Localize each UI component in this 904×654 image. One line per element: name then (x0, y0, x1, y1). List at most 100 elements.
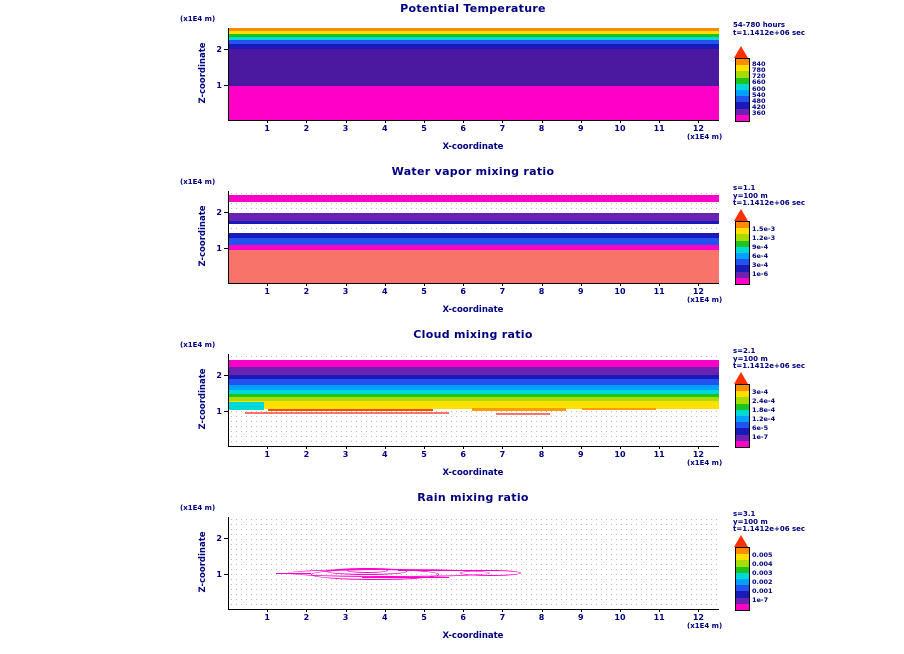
y-tick-label: 2 (216, 534, 222, 544)
colorbar-segment (736, 277, 749, 284)
x-tick-label: 2 (303, 450, 310, 459)
x-axis-tick (502, 120, 504, 123)
x-tick-label: 3 (342, 613, 349, 622)
colorbar-segment (736, 59, 749, 66)
colorbar-label: 1.2e-3 (752, 234, 776, 243)
annotation-line: y=100 m (733, 191, 768, 200)
x-tick-label: 1 (264, 287, 270, 296)
plot-annotation: s=3.1 y=100 m t=1.1412e+06 sec (733, 510, 805, 534)
x-axis-tick (424, 120, 425, 123)
annotation-line: y=100 m (733, 517, 768, 526)
colorbar-label: 3e-4 (752, 388, 769, 397)
y-axis-tick (224, 84, 228, 86)
colorbar-label: 420 (752, 103, 766, 112)
y-axis-unit-label: (x1E4 m) (180, 178, 216, 186)
y-axis-unit-label: (x1E4 m) (180, 341, 216, 349)
rain-contour-line (346, 568, 388, 574)
x-axis-tick (345, 283, 347, 286)
colorbar-segment (736, 89, 749, 97)
annotation-line: y=100 m (733, 354, 768, 363)
panel-title: Rain mixing ratio (417, 491, 529, 504)
y-tick-label: 1 (216, 243, 222, 253)
contour-band (229, 86, 719, 120)
x-axis-tick (384, 120, 386, 123)
colorbar-label: 540 (752, 90, 766, 99)
annotation-line: t=1.1412e+06 sec (733, 28, 806, 37)
x-tick-label: 8 (538, 613, 545, 622)
colorbar-arrow-icon (734, 372, 748, 384)
colorbar (735, 384, 750, 448)
colorbar-label: 1e-7 (752, 595, 769, 604)
colorbar-label: 660 (752, 78, 766, 87)
colorbar-segment (736, 578, 749, 586)
x-tick-label: 3 (342, 287, 349, 296)
x-tick-label: 1 (264, 450, 270, 459)
colorbar-label: 600 (752, 84, 766, 93)
colorbar-segment (736, 65, 749, 72)
colorbar-segment (736, 265, 749, 272)
y-axis-label: Z-coordinate (198, 531, 208, 593)
x-axis-tick (267, 446, 269, 449)
annotation-line: 54-780 hours (733, 21, 786, 29)
y-axis-label: Z-coordinate (198, 42, 208, 104)
contour-band (229, 250, 719, 283)
colorbar-segment (736, 434, 749, 441)
y-axis-tick (224, 212, 228, 214)
contour-band (229, 367, 719, 375)
x-tick-label: 9 (578, 613, 584, 622)
plot-area (228, 191, 719, 284)
x-axis-label: X-coordinate (442, 468, 504, 478)
colorbar-segment (736, 252, 749, 260)
contour-band (229, 359, 719, 368)
x-axis-tick (424, 283, 425, 286)
annotation-line: s=3.1 (733, 510, 756, 518)
x-tick-label: 7 (499, 450, 506, 459)
x-axis-tick (463, 283, 465, 286)
plot-area (228, 28, 719, 121)
x-tick-label: 11 (653, 613, 665, 622)
x-tick-label: 6 (460, 450, 466, 459)
x-axis-tick (580, 283, 582, 286)
x-tick-label: 6 (460, 124, 466, 133)
x-tick-label: 9 (578, 287, 584, 296)
colorbar-segment (736, 603, 749, 610)
x-tick-label: 9 (578, 124, 584, 133)
colorbar-label: 0.002 (752, 577, 773, 586)
rain-contour-line (460, 569, 522, 576)
contour-band (229, 393, 719, 398)
y-axis-label: Z-coordinate (198, 368, 208, 430)
x-axis-tick (698, 609, 700, 612)
contour-band (229, 44, 719, 49)
x-axis-tick (620, 283, 621, 286)
contour-band (229, 212, 719, 222)
x-tick-label: 1 (264, 124, 270, 133)
x-axis-tick (345, 446, 347, 449)
x-axis-tick (463, 446, 465, 449)
x-axis-tick (580, 609, 582, 612)
colorbar-label: 1e-7 (752, 432, 769, 441)
colorbar-label: 0.004 (752, 560, 773, 569)
x-axis-tick (659, 120, 661, 123)
x-tick-label: 10 (614, 450, 626, 459)
x-tick-label: 12 (692, 287, 704, 296)
y-axis-tick (224, 538, 228, 540)
colorbar-label: 9e-4 (752, 243, 769, 252)
x-tick-label: 4 (382, 124, 388, 133)
x-tick-label: 5 (421, 124, 427, 133)
y-axis-tick (224, 49, 228, 51)
plot-area (228, 517, 719, 610)
x-tick-label: 10 (614, 613, 626, 622)
colorbar-segment (736, 108, 749, 115)
contour-band (229, 400, 719, 409)
colorbar-segment (736, 102, 749, 109)
x-axis-tick (267, 283, 269, 286)
colorbar-label: 0.003 (752, 569, 773, 578)
colorbar-segment (736, 428, 749, 435)
x-axis-tick (384, 283, 386, 286)
colorbar-label: 1.2e-4 (752, 414, 776, 423)
x-axis-tick (384, 446, 386, 449)
x-axis-label: X-coordinate (442, 142, 504, 152)
x-axis-tick (541, 446, 543, 449)
y-axis-tick (224, 410, 228, 412)
x-tick-label: 5 (421, 613, 427, 622)
